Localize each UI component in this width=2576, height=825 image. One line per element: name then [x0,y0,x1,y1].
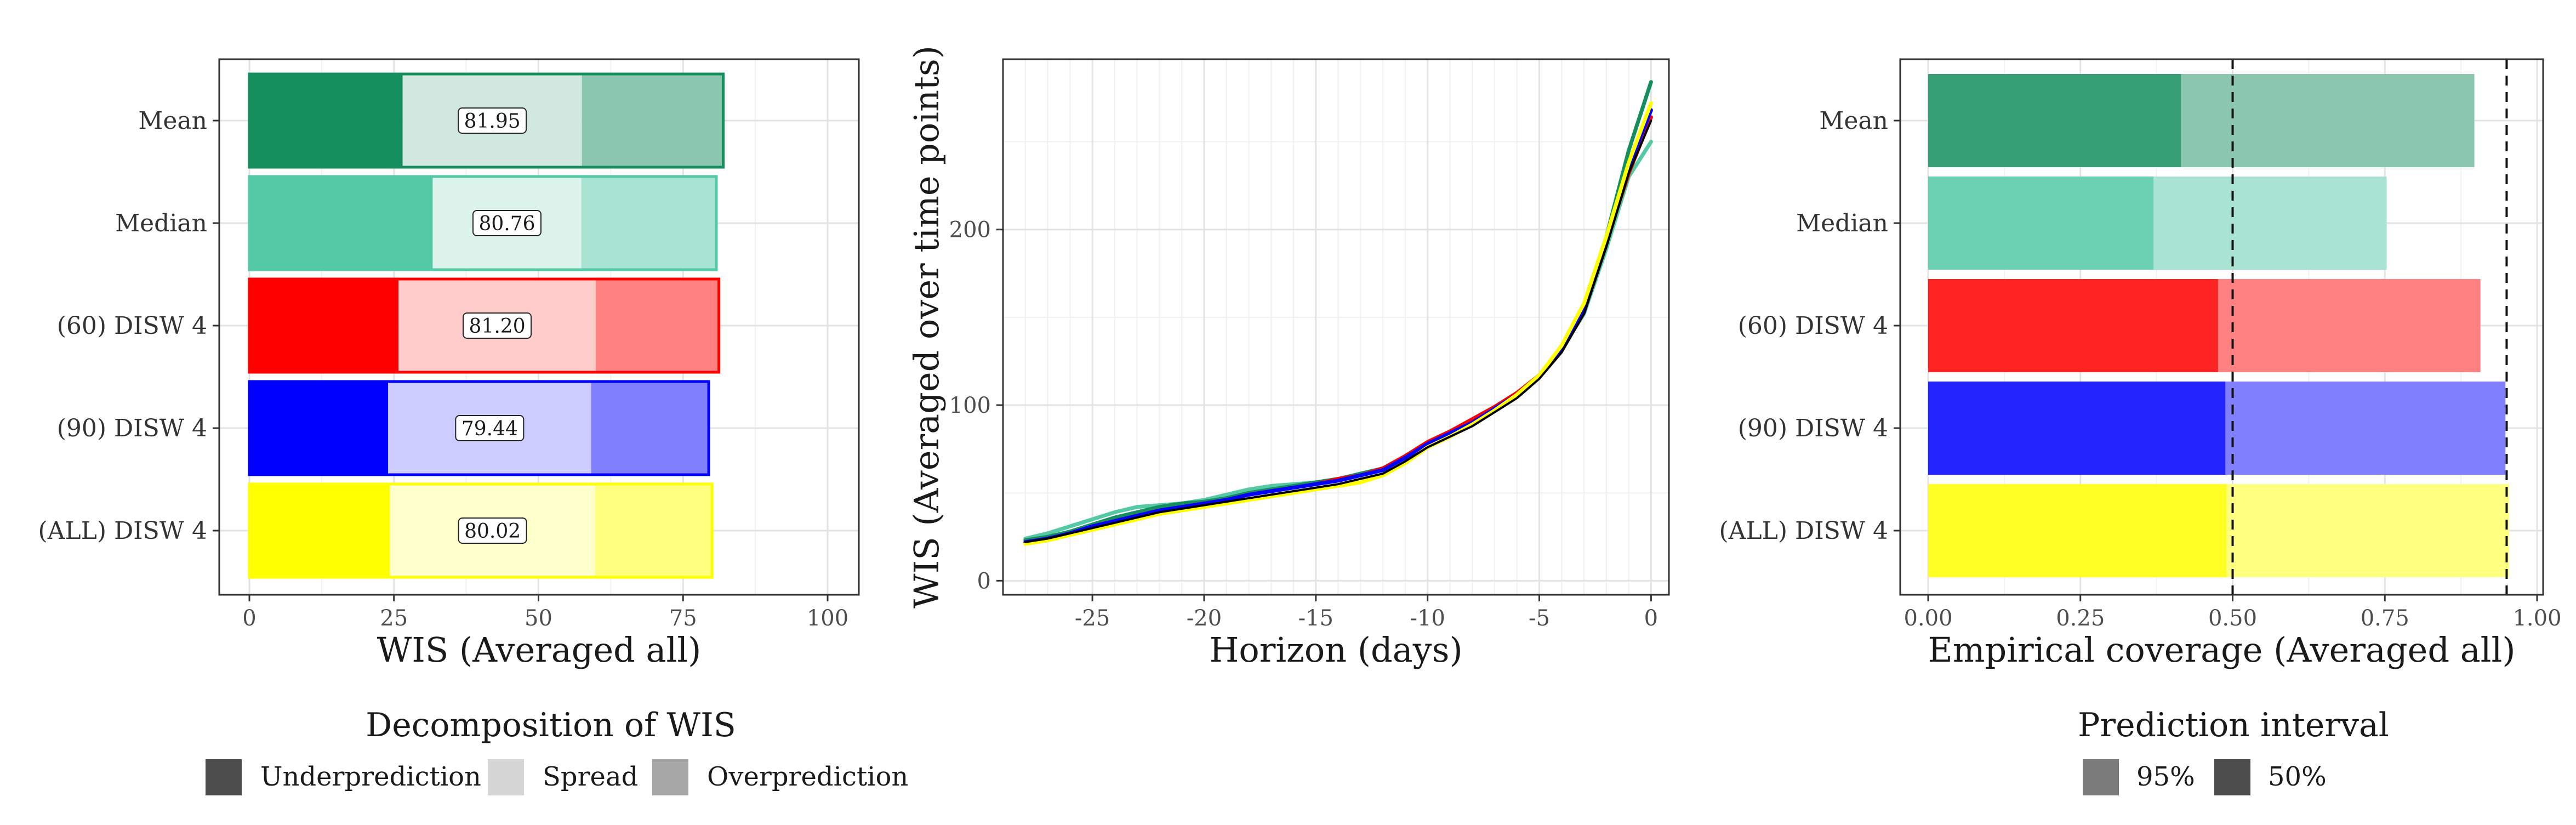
bar-overprediction [582,74,723,167]
bar-outline [248,277,721,374]
legend-key [652,759,688,795]
total-label: 79.44 [461,418,518,440]
wis-decomposition-panel: 81.95 Mean 80.76 Median 81.20 (60) DISW 4 79.4… [38,58,860,670]
x-axis-title: WIS (Averaged all) [377,630,702,670]
total-label: 81.95 [464,110,521,133]
category-label: (ALL) DISW 4 [1719,517,1888,545]
bar-outline [248,380,710,476]
category-label: (90) DISW 4 [1738,414,1888,442]
bar-underprediction [249,382,389,475]
plot-background [1003,59,1669,595]
total-label: 81.20 [469,315,526,338]
x-tick-label: 75 [669,606,697,631]
category-label: (ALL) DISW 4 [38,517,207,545]
decomposition-legend: Decomposition of WIS Underprediction Sprea… [206,706,908,795]
category-label: Mean [1819,107,1888,135]
bar-50 [1928,279,2218,372]
series-line [1023,101,1653,546]
x-tick-label: -5 [1529,606,1550,631]
legend-key [2214,759,2250,795]
x-tick-label: 100 [807,606,848,631]
x-tick-label: 0.50 [2208,606,2257,631]
bar-outline [248,72,725,169]
total-label-box [458,517,527,544]
total-label-box [455,415,525,441]
series-line [1024,120,1652,543]
category-label: Median [1796,209,1888,237]
wis-horizon-panel: -25 -20 -15 -10 -5 0 0 100 200 Horizon (days) WIS … [907,45,1670,670]
x-tick-label: 0.25 [2056,606,2105,631]
bar-50 [1928,382,2226,475]
x-axis-title: Horizon (days) [1209,630,1462,670]
bar-overprediction [591,382,709,475]
legend-label: Underprediction [260,761,481,792]
legend-label: 95% [2136,761,2195,792]
x-tick-label: -20 [1187,606,1222,631]
total-label-box [463,312,532,339]
legend-label: Spread [543,761,638,792]
bar-underprediction [249,74,403,167]
legend-title: Decomposition of WIS [366,706,736,744]
category-label: (90) DISW 4 [57,414,207,442]
y-tick-label: 100 [949,393,991,418]
total-label-box [472,210,542,236]
category-label: (60) DISW 4 [1738,312,1888,340]
x-tick-label: -10 [1410,606,1445,631]
legend-label: 50% [2268,761,2327,792]
legend-key [2083,759,2119,795]
category-label: Median [115,209,207,237]
x-tick-label: 0.00 [1903,606,1952,631]
category-label: (60) DISW 4 [57,312,207,340]
bar-overprediction [595,279,719,372]
x-tick-label: 0 [242,606,256,631]
x-tick-label: 1.00 [2512,606,2561,631]
legend-key [206,759,242,795]
x-tick-label: -25 [1075,606,1110,631]
total-label: 80.76 [478,213,535,235]
legend-key [488,759,524,795]
bar-outline [248,482,714,579]
bar-50 [1928,74,2181,167]
total-label-box [458,107,527,134]
x-tick-label: 50 [525,606,552,631]
coverage-panel: Mean Median (60) DISW 4 (90) DISW 4 (ALL) DI… [1719,58,2562,670]
panel-border [1002,58,1670,596]
bar-50 [1928,177,2154,270]
x-tick-label: 0 [1644,606,1658,631]
bar-overprediction [595,484,713,577]
category-label: Mean [138,107,207,135]
prediction-interval-legend: Prediction interval 95% 50% [2078,706,2389,795]
y-tick-label: 200 [949,218,991,243]
x-axis-title: Empirical coverage (Averaged all) [1928,630,2515,670]
x-tick-label: -15 [1298,606,1333,631]
bar-underprediction [249,279,399,372]
bar-underprediction [249,484,390,577]
legend-title: Prediction interval [2078,706,2389,744]
bar-underprediction [249,177,433,270]
panel-border [1899,58,2544,596]
bar-outline [248,175,718,271]
x-tick-label: 25 [380,606,408,631]
legend-label: Overprediction [707,761,908,792]
x-tick-label: 0.75 [2361,606,2409,631]
bar-overprediction [581,177,717,270]
y-axis-title: WIS (Averaged over time points) [907,45,947,608]
total-label: 80.02 [464,520,521,543]
y-tick-label: 0 [977,568,991,594]
bar-50 [1928,484,2227,577]
